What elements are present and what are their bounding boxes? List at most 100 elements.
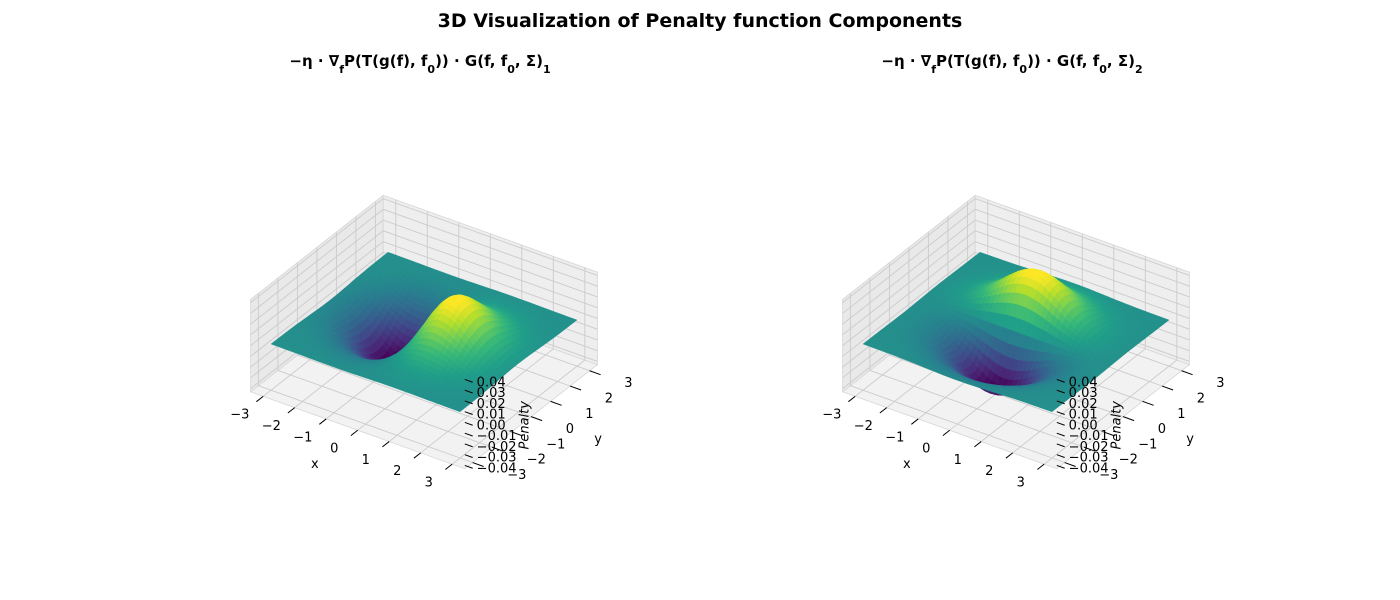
- z-tick: [464, 411, 473, 415]
- x-tick-label: −2: [854, 419, 873, 434]
- z-tick-label: 0.02: [477, 397, 506, 412]
- z-tick: [464, 378, 473, 383]
- x-tick-label: 2: [393, 464, 401, 479]
- y-tick-label: −3: [1099, 468, 1118, 483]
- y-tick: [550, 400, 562, 406]
- z-tick: [1056, 378, 1065, 383]
- z-tick: [1056, 443, 1065, 448]
- z-gridline: [842, 241, 1190, 346]
- y-gridline: [888, 262, 1104, 433]
- z-tick: [1056, 389, 1065, 394]
- surface-plot-1: −3−2−10123−3−2−10123−0.04−0.03−0.02−0.01…: [230, 52, 632, 491]
- z-tick-label: −0.03: [1069, 451, 1109, 466]
- z-gridline: [842, 208, 1190, 314]
- surface-mesh: [270, 251, 578, 413]
- y-tick-label: −2: [1119, 453, 1138, 468]
- y-tick-label: −1: [546, 437, 565, 452]
- z-gridline: [842, 230, 1190, 336]
- y-tick: [1161, 385, 1174, 391]
- z-tick-label: 0.04: [477, 375, 506, 390]
- y-tick-label: 3: [1216, 376, 1224, 391]
- y-gridline: [277, 278, 493, 448]
- z-axis-label: Penalty: [1110, 401, 1125, 450]
- x-tick-label: 2: [985, 464, 993, 479]
- z-tick: [1056, 411, 1065, 415]
- y-tick: [1083, 446, 1096, 452]
- z-tick-label: 0.02: [1069, 397, 1098, 412]
- z-tick: [1056, 400, 1065, 405]
- x-tick: [1005, 452, 1014, 459]
- y-tick: [491, 446, 504, 452]
- y-tick-label: 0: [1158, 422, 1166, 437]
- z-tick: [464, 464, 473, 469]
- z-tick-label: −0.02: [1069, 440, 1109, 455]
- y-tick: [1142, 400, 1154, 406]
- x-tick-label: −1: [885, 430, 904, 445]
- subplot-title: −η · ∇fP(T(g(f), f0)) · G(f, f0, Σ)1: [289, 52, 550, 76]
- y-axis-label: y: [1186, 432, 1194, 447]
- z-tick-label: −0.03: [477, 451, 517, 466]
- z-tick-label: −0.02: [477, 440, 517, 455]
- x-tick-label: −3: [822, 408, 841, 423]
- z-tick-label: 0.04: [1069, 375, 1098, 390]
- z-tick-label: 0.03: [1069, 386, 1098, 401]
- y-tick-label: 0: [566, 422, 574, 437]
- x-axis-label: x: [903, 457, 911, 472]
- y-tick-label: 1: [1177, 407, 1185, 422]
- z-tick: [464, 400, 473, 405]
- x-tick: [382, 441, 390, 448]
- y-tick: [589, 370, 601, 376]
- surface-facet: [1046, 407, 1056, 413]
- x-gridline: [451, 267, 586, 465]
- x-tick: [445, 463, 453, 470]
- y-tick: [511, 431, 523, 437]
- z-gridline: [842, 198, 1190, 303]
- y-gridline: [869, 278, 1085, 448]
- x-tick-label: 0: [330, 442, 338, 457]
- x-gridline: [1043, 267, 1178, 465]
- y-tick: [530, 416, 543, 422]
- y-tick-label: 1: [585, 407, 593, 422]
- x-tick-label: −3: [230, 408, 249, 423]
- x-tick: [879, 407, 888, 414]
- x-tick: [287, 407, 296, 414]
- x-tick-label: 3: [1017, 476, 1025, 491]
- z-gridline: [250, 230, 598, 336]
- y-tick-label: 2: [1197, 391, 1205, 406]
- y-gridline: [849, 293, 1065, 463]
- x-axis-label: x: [311, 457, 319, 472]
- y-gridline: [257, 293, 473, 463]
- z-tick: [464, 421, 473, 426]
- x-tick: [256, 395, 264, 403]
- z-gridline: [842, 219, 1190, 325]
- y-tick-label: 2: [605, 391, 613, 406]
- x-gridline: [420, 256, 554, 454]
- y-tick-label: −2: [527, 453, 546, 468]
- z-axis-label: Penalty: [518, 401, 533, 450]
- x-tick-label: 0: [922, 442, 930, 457]
- z-tick-label: 0.00: [1069, 418, 1098, 433]
- z-tick: [464, 432, 473, 437]
- x-tick: [350, 429, 359, 436]
- z-tick: [1056, 454, 1065, 458]
- z-tick-label: 0.03: [477, 386, 506, 401]
- z-tick-label: −0.01: [1069, 429, 1109, 444]
- y-tick: [1122, 416, 1135, 422]
- z-tick-label: 0.01: [477, 408, 506, 423]
- x-tick: [942, 429, 951, 436]
- y-tick-label: −1: [1138, 437, 1157, 452]
- z-tick: [1056, 464, 1065, 469]
- y-tick: [1064, 462, 1076, 467]
- y-tick-label: 3: [624, 376, 632, 391]
- z-tick-label: 0.01: [1069, 408, 1098, 423]
- x-tick: [848, 395, 856, 403]
- z-gridline: [250, 241, 598, 346]
- z-tick: [1056, 432, 1065, 437]
- y-tick: [1103, 431, 1115, 437]
- x-tick-label: 3: [425, 476, 433, 491]
- axis-ticks: −3−2−10123−3−2−10123−0.04−0.03−0.02−0.01…: [822, 370, 1225, 491]
- z-gridline: [250, 219, 598, 325]
- x-tick: [413, 452, 422, 459]
- y-tick-label: −3: [507, 468, 526, 483]
